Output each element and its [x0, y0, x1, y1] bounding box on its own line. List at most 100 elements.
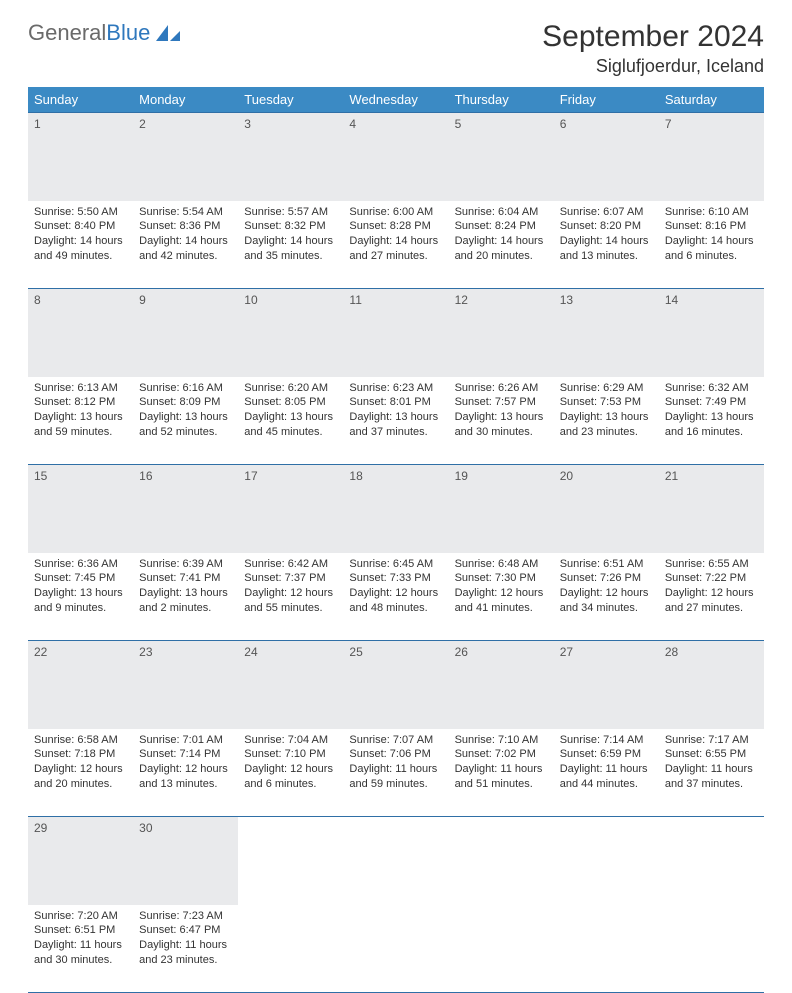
day-details-cell: Sunrise: 6:16 AMSunset: 8:09 PMDaylight:…	[133, 377, 238, 465]
sunset-text: Sunset: 7:53 PM	[560, 395, 653, 410]
day-number-cell: 18	[343, 465, 448, 553]
sunrise-text: Sunrise: 6:26 AM	[455, 381, 548, 396]
daylight-text: Daylight: 12 hours and 13 minutes.	[139, 762, 232, 792]
sunset-text: Sunset: 8:20 PM	[560, 219, 653, 234]
sunset-text: Sunset: 7:10 PM	[244, 747, 337, 762]
day-details-cell: Sunrise: 6:39 AMSunset: 7:41 PMDaylight:…	[133, 553, 238, 641]
day-details-cell: Sunrise: 6:26 AMSunset: 7:57 PMDaylight:…	[449, 377, 554, 465]
sunset-text: Sunset: 8:28 PM	[349, 219, 442, 234]
day-number-cell: 10	[238, 289, 343, 377]
sunset-text: Sunset: 8:16 PM	[665, 219, 758, 234]
sunrise-text: Sunrise: 7:20 AM	[34, 909, 127, 924]
daylight-text: Daylight: 13 hours and 59 minutes.	[34, 410, 127, 440]
day-number-cell: 1	[28, 113, 133, 201]
logo: GeneralBlue	[28, 20, 182, 46]
day-details-cell: Sunrise: 7:14 AMSunset: 6:59 PMDaylight:…	[554, 729, 659, 817]
sunset-text: Sunset: 8:32 PM	[244, 219, 337, 234]
day-number-cell: 14	[659, 289, 764, 377]
daylight-text: Daylight: 13 hours and 9 minutes.	[34, 586, 127, 616]
day-details-cell: Sunrise: 6:58 AMSunset: 7:18 PMDaylight:…	[28, 729, 133, 817]
sunrise-text: Sunrise: 7:17 AM	[665, 733, 758, 748]
day-number-cell: 12	[449, 289, 554, 377]
day-number-cell: 8	[28, 289, 133, 377]
title-block: September 2024 Siglufjoerdur, Iceland	[542, 20, 764, 77]
sunrise-text: Sunrise: 5:50 AM	[34, 205, 127, 220]
day-number-cell: 3	[238, 113, 343, 201]
details-row: Sunrise: 7:20 AMSunset: 6:51 PM Daylight:…	[28, 905, 764, 993]
sunset-text: Sunset: 7:49 PM	[665, 395, 758, 410]
day-details-cell: Sunrise: 6:13 AMSunset: 8:12 PMDaylight:…	[28, 377, 133, 465]
day-details-cell: Sunrise: 5:50 AMSunset: 8:40 PMDaylight:…	[28, 201, 133, 289]
sunset-text: Sunset: 7:33 PM	[349, 571, 442, 586]
sunrise-text: Sunrise: 6:00 AM	[349, 205, 442, 220]
sunrise-text: Sunrise: 6:42 AM	[244, 557, 337, 572]
daylight-text: Daylight: 12 hours and 55 minutes.	[244, 586, 337, 616]
sunrise-text: Sunrise: 5:54 AM	[139, 205, 232, 220]
daynum-row: 1234567	[28, 113, 764, 201]
sunrise-text: Sunrise: 6:58 AM	[34, 733, 127, 748]
daylight-text: Daylight: 11 hours and 59 minutes.	[349, 762, 442, 792]
day-number-cell: 9	[133, 289, 238, 377]
sunset-text: Sunset: 6:59 PM	[560, 747, 653, 762]
daylight-text: Daylight: 12 hours and 20 minutes.	[34, 762, 127, 792]
col-wednesday: Wednesday	[343, 87, 448, 113]
details-row: Sunrise: 6:58 AMSunset: 7:18 PMDaylight:…	[28, 729, 764, 817]
month-title: September 2024	[542, 20, 764, 54]
day-details-cell: Sunrise: 6:07 AMSunset: 8:20 PMDaylight:…	[554, 201, 659, 289]
day-number-cell: 28	[659, 641, 764, 729]
day-details-cell: Sunrise: 5:57 AMSunset: 8:32 PMDaylight:…	[238, 201, 343, 289]
day-number-cell: 4	[343, 113, 448, 201]
daynum-row: 22232425262728	[28, 641, 764, 729]
day-details-cell	[238, 905, 343, 993]
sunset-text: Sunset: 8:05 PM	[244, 395, 337, 410]
day-details-cell: Sunrise: 7:01 AMSunset: 7:14 PMDaylight:…	[133, 729, 238, 817]
col-sunday: Sunday	[28, 87, 133, 113]
sunrise-text: Sunrise: 6:07 AM	[560, 205, 653, 220]
day-number-cell: 20	[554, 465, 659, 553]
daynum-row: 2930	[28, 817, 764, 905]
weekday-header-row: Sunday Monday Tuesday Wednesday Thursday…	[28, 87, 764, 113]
day-details-cell: Sunrise: 6:51 AMSunset: 7:26 PMDaylight:…	[554, 553, 659, 641]
day-number-cell: 6	[554, 113, 659, 201]
day-details-cell: Sunrise: 6:55 AMSunset: 7:22 PMDaylight:…	[659, 553, 764, 641]
sunset-text: Sunset: 7:22 PM	[665, 571, 758, 586]
col-saturday: Saturday	[659, 87, 764, 113]
daylight-text: Daylight: 14 hours and 27 minutes.	[349, 234, 442, 264]
sunset-text: Sunset: 7:37 PM	[244, 571, 337, 586]
day-details-cell: Sunrise: 5:54 AMSunset: 8:36 PMDaylight:…	[133, 201, 238, 289]
daylight-text: Daylight: 13 hours and 16 minutes.	[665, 410, 758, 440]
location: Siglufjoerdur, Iceland	[542, 56, 764, 77]
day-details-cell: Sunrise: 6:36 AMSunset: 7:45 PMDaylight:…	[28, 553, 133, 641]
day-number-cell	[238, 817, 343, 905]
sunset-text: Sunset: 7:02 PM	[455, 747, 548, 762]
day-number-cell: 7	[659, 113, 764, 201]
sunrise-text: Sunrise: 7:23 AM	[139, 909, 232, 924]
day-number-cell	[343, 817, 448, 905]
sunset-text: Sunset: 8:12 PM	[34, 395, 127, 410]
day-details-cell: Sunrise: 6:45 AMSunset: 7:33 PMDaylight:…	[343, 553, 448, 641]
sunrise-text: Sunrise: 7:10 AM	[455, 733, 548, 748]
daylight-text: Daylight: 11 hours and 23 minutes.	[139, 938, 232, 968]
sunrise-text: Sunrise: 6:55 AM	[665, 557, 758, 572]
logo-sail-icon	[154, 23, 182, 43]
sunrise-text: Sunrise: 6:36 AM	[34, 557, 127, 572]
day-number-cell: 5	[449, 113, 554, 201]
daylight-text: Daylight: 12 hours and 48 minutes.	[349, 586, 442, 616]
day-details-cell	[554, 905, 659, 993]
day-details-cell: Sunrise: 6:23 AMSunset: 8:01 PMDaylight:…	[343, 377, 448, 465]
day-number-cell: 19	[449, 465, 554, 553]
details-row: Sunrise: 6:36 AMSunset: 7:45 PMDaylight:…	[28, 553, 764, 641]
day-details-cell: Sunrise: 7:17 AMSunset: 6:55 PMDaylight:…	[659, 729, 764, 817]
sunrise-text: Sunrise: 7:07 AM	[349, 733, 442, 748]
day-number-cell: 30	[133, 817, 238, 905]
sunset-text: Sunset: 6:51 PM	[34, 923, 127, 938]
day-number-cell: 13	[554, 289, 659, 377]
sunrise-text: Sunrise: 6:51 AM	[560, 557, 653, 572]
sunrise-text: Sunrise: 6:04 AM	[455, 205, 548, 220]
sunrise-text: Sunrise: 6:23 AM	[349, 381, 442, 396]
daylight-text: Daylight: 14 hours and 20 minutes.	[455, 234, 548, 264]
sunset-text: Sunset: 7:26 PM	[560, 571, 653, 586]
daylight-text: Daylight: 13 hours and 23 minutes.	[560, 410, 653, 440]
daylight-text: Daylight: 12 hours and 34 minutes.	[560, 586, 653, 616]
sunrise-text: Sunrise: 6:48 AM	[455, 557, 548, 572]
